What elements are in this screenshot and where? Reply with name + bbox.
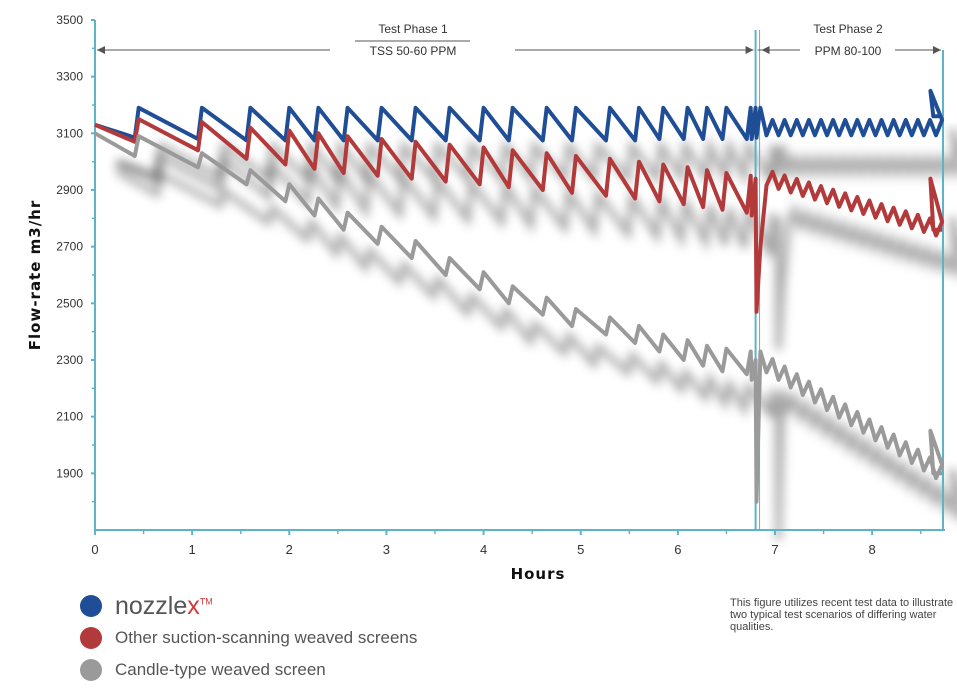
y-tick-label: 2100 (56, 410, 83, 424)
legend-item-candle-type: Candle-type weaved screen (80, 654, 417, 686)
y-tick-label: 3500 (56, 13, 83, 27)
figure-note: This figure utilizes recent test data to… (730, 597, 954, 633)
legend-label-candle-type: Candle-type weaved screen (115, 660, 326, 679)
brand-x: x (187, 591, 200, 620)
x-tick-label: 7 (771, 542, 778, 557)
x-tick-label: 0 (91, 542, 98, 557)
x-tick-label: 8 (869, 542, 876, 557)
y-tick-label: 3300 (56, 70, 83, 84)
legend-item-suction-scanning: Other suction-scanning weaved screens (80, 622, 417, 654)
y-tick-label: 1900 (56, 466, 83, 480)
x-tick-label: 3 (383, 542, 390, 557)
series-line (94, 117, 945, 314)
y-tick-label: 2900 (56, 183, 83, 197)
x-tick-label: 5 (577, 542, 584, 557)
legend-swatch-gray (80, 659, 102, 681)
legend-item-nozzlex: nozzlexTM (80, 590, 417, 622)
phase-title: Test Phase 2 (813, 22, 883, 36)
x-tick-label: 1 (189, 542, 196, 557)
x-axis-title: Hours (511, 565, 566, 583)
brand-trademark: TM (199, 596, 213, 607)
phase1-arrowhead-left (97, 46, 105, 54)
legend-label-suction-scanning: Other suction-scanning weaved screens (115, 628, 418, 647)
legend-swatch-blue (80, 595, 102, 617)
phase2-arrowhead-right (933, 46, 941, 54)
y-tick-label: 2500 (56, 296, 83, 310)
legend-swatch-red (80, 627, 102, 649)
y-tick-label: 3100 (56, 126, 83, 140)
axis-labels: 3500 3300 3100 2900 2700 2500 2300 2100 1900 0 1 2 3… (26, 13, 883, 583)
legend-label-nozzlex: nozzlexTM (115, 592, 213, 621)
y-tick-label: 2300 (56, 353, 83, 367)
phase2-arrowhead-left (761, 46, 770, 54)
x-tick-label: 2 (286, 542, 293, 557)
brand-name: nozzle (115, 591, 188, 620)
x-tick-label: 4 (480, 542, 487, 557)
phase-subtitle: PPM 80-100 (815, 44, 882, 58)
series-shadow (115, 152, 957, 350)
y-axis-title: Flow-rate m3/hr (26, 200, 44, 350)
flow-rate-chart: 3500 3300 3100 2900 2700 2500 2300 2100 1900 0 1 2 3… (26, 13, 957, 583)
y-tick-label: 2700 (56, 240, 83, 254)
x-tick-label: 6 (674, 542, 681, 557)
phase-subtitle: TSS 50-60 PPM (370, 44, 457, 58)
axes (91, 19, 945, 535)
series-lines (94, 88, 945, 504)
series-shadow (116, 127, 957, 188)
phase-title: Test Phase 1 (378, 22, 448, 36)
phase1-arrowhead-right (745, 46, 754, 54)
legend: nozzlexTM Other suction-scanning weaved … (80, 590, 417, 686)
series-line (94, 131, 945, 504)
series-line (94, 88, 945, 143)
